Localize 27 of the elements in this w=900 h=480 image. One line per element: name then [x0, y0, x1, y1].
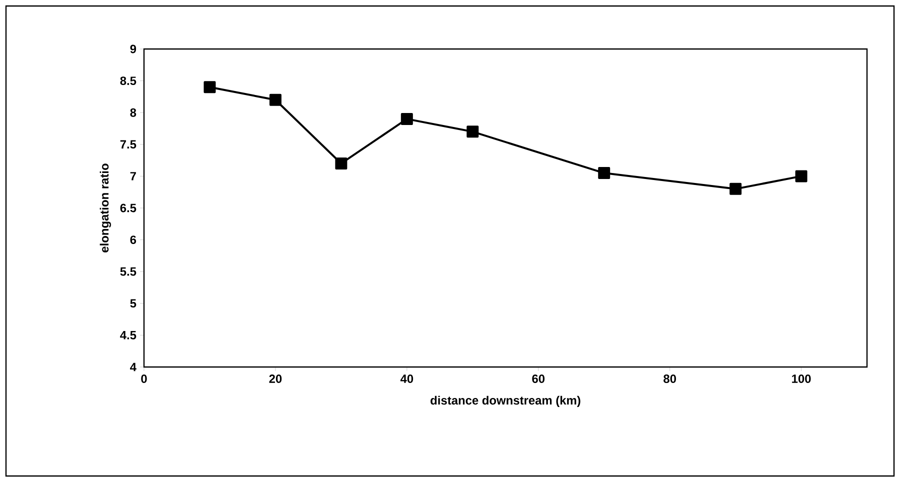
- point: [335, 157, 348, 170]
- y-tick-label: 7.5: [120, 140, 136, 149]
- y-tick-label: 7: [130, 172, 136, 180]
- point: [400, 112, 413, 125]
- point: [730, 182, 742, 195]
- point: [204, 81, 216, 94]
- y-tick-label: 9: [130, 44, 136, 54]
- x-tick-label: 0: [141, 374, 147, 383]
- point: [598, 167, 610, 180]
- x-tick-label: 80: [664, 374, 676, 383]
- y-tick-label: 5.5: [120, 267, 136, 276]
- point: [795, 170, 808, 182]
- x-tick-label: 100: [792, 374, 811, 383]
- y-tick-label: 8.5: [120, 76, 136, 86]
- x-tick-label: 20: [269, 374, 282, 383]
- y-tick-label: 6: [130, 236, 136, 244]
- point: [466, 126, 479, 138]
- y-axis-title: elongation ratio: [100, 164, 112, 252]
- x-tick-label: 40: [400, 374, 414, 383]
- point: [269, 94, 282, 106]
- x-tick-label: 60: [532, 374, 545, 383]
- y-tick-label: 4.5: [120, 331, 136, 340]
- y-tick-label: 5: [130, 299, 136, 308]
- y-tick-label: 4: [130, 362, 136, 372]
- x-axis-title: distance downstream (km): [430, 396, 580, 407]
- y-tick-label: 6.5: [120, 204, 136, 212]
- y-tick-label: 8: [130, 108, 136, 117]
